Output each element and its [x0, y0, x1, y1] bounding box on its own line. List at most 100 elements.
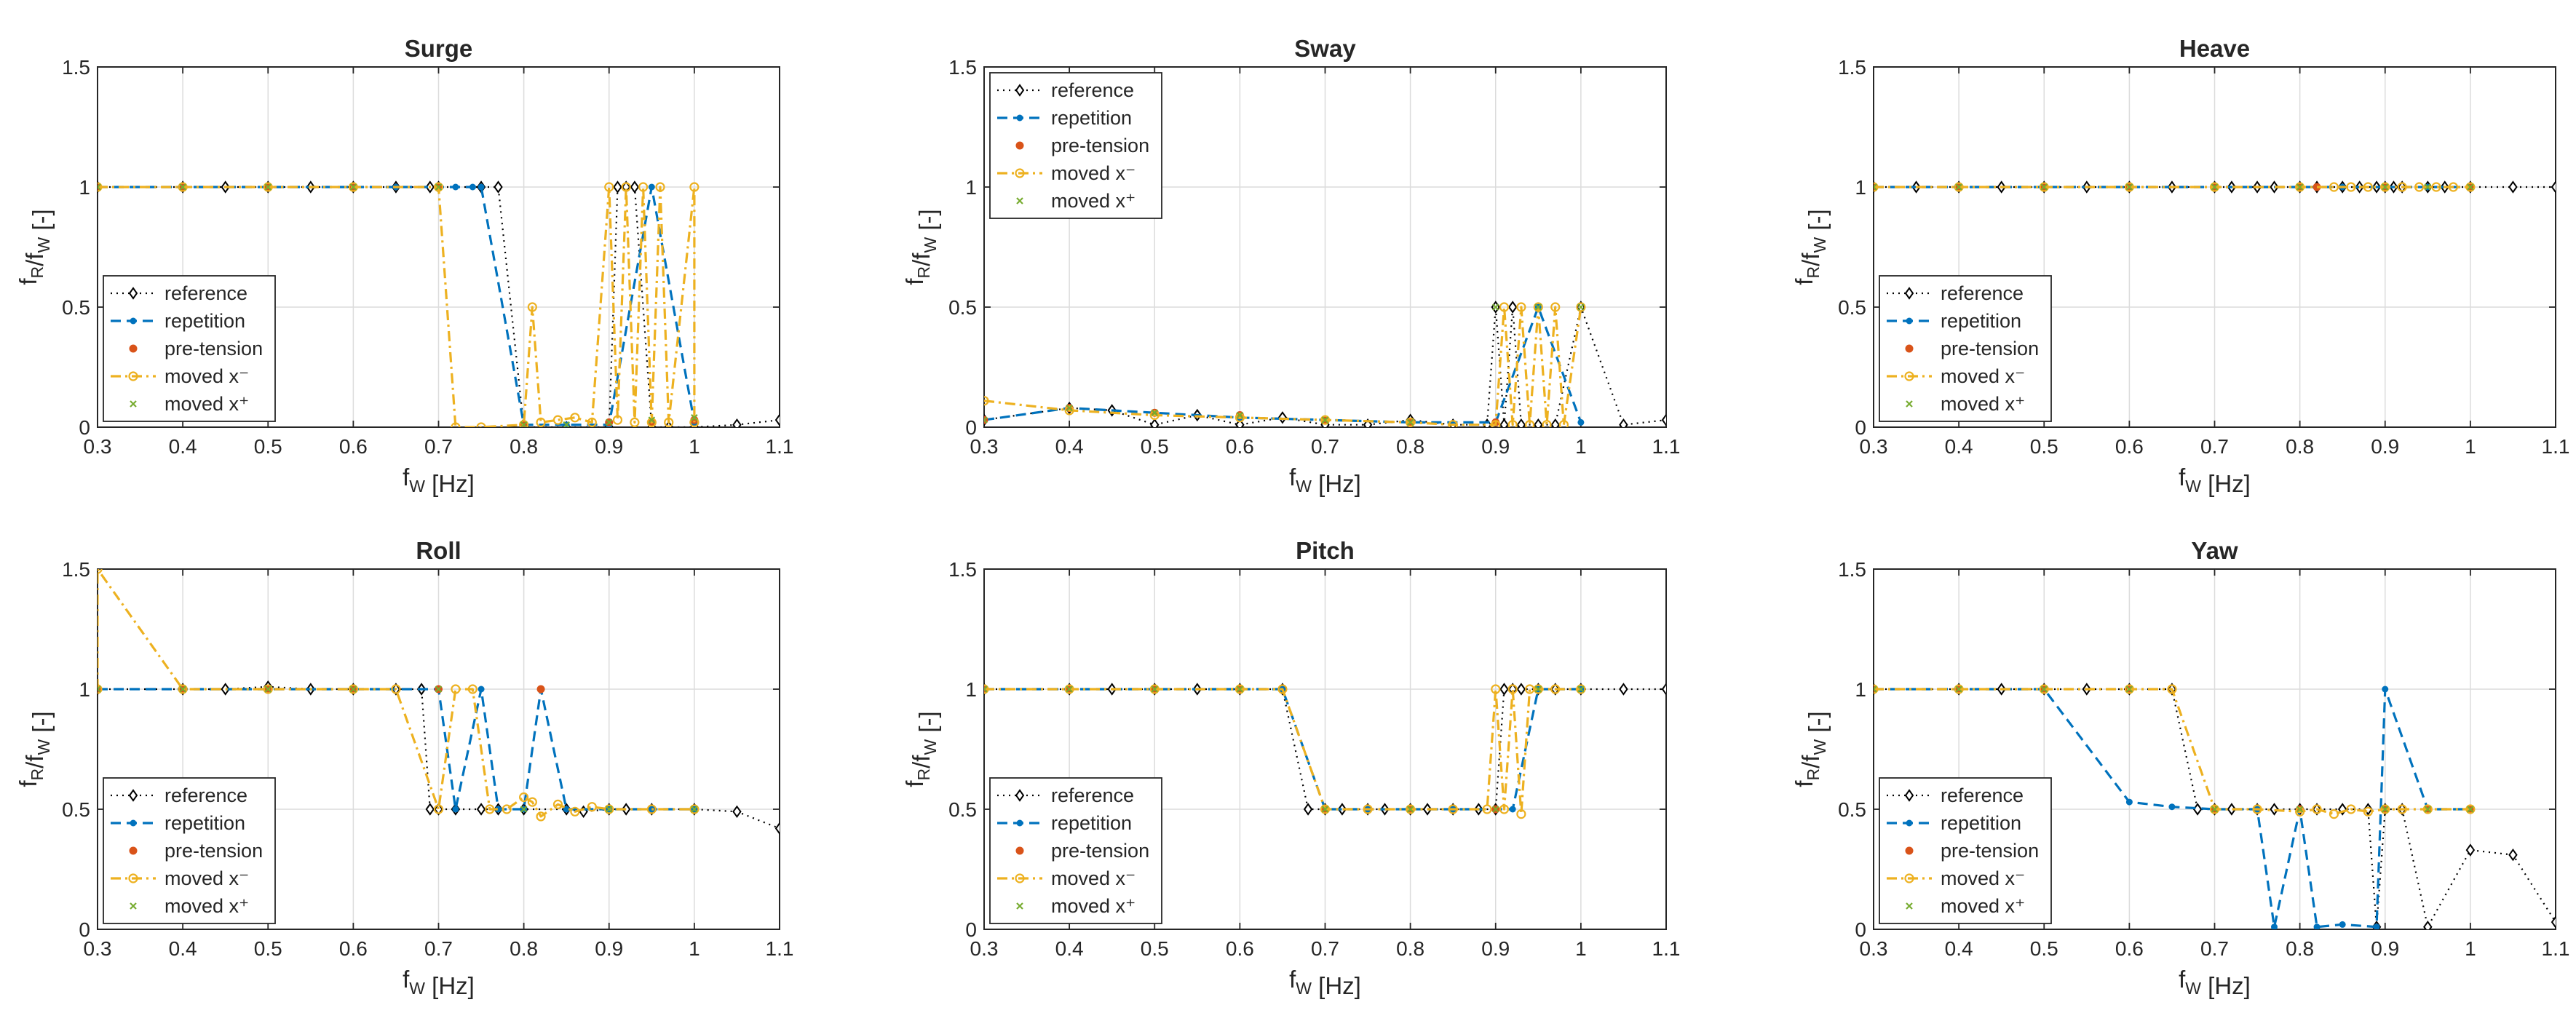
data-point: [2329, 182, 2339, 192]
legend-marker: [129, 344, 138, 353]
series-layer: [98, 569, 780, 835]
y-tick-label: 0.5: [948, 296, 977, 319]
series-line: [1874, 688, 2470, 929]
data-point: [536, 417, 546, 427]
data-point: [621, 182, 631, 192]
x-tick-label: 1.1: [1652, 937, 1681, 960]
legend-item-pre-tension: pre-tension: [1905, 338, 2039, 359]
panel-heave: 0.3 0.4 0.5 0.6 0.7 0.8 0.9 1 1.1 0 0.5 1 1.5 Heave fW…: [1791, 35, 2569, 497]
x-tick-label: 0.3: [970, 937, 999, 960]
series-layer: [1874, 683, 2556, 929]
series-moved-plus: [1874, 686, 2474, 813]
x-tick-label: 0.6: [1226, 435, 1254, 458]
data-point: [1954, 684, 1964, 694]
data-point: [2270, 923, 2278, 929]
legend-label: repetition: [1941, 310, 2021, 332]
series-moved-minus: [984, 684, 1586, 819]
legend-marker: [1016, 197, 1023, 204]
data-point: [2397, 182, 2407, 192]
y-tick-label: 0.5: [62, 798, 90, 821]
data-point: [2381, 183, 2389, 191]
data-point: [2414, 182, 2425, 192]
data-point: [1516, 683, 1526, 696]
x-tick-label: 1: [2465, 937, 2476, 960]
legend-item-moved-plus: moved x⁺: [130, 393, 249, 415]
data-point: [604, 182, 614, 192]
x-axis-label: fW [Hz]: [1289, 464, 1361, 497]
x-tick-label: 0.3: [84, 937, 112, 960]
series-layer: [98, 180, 780, 427]
data-point: [1406, 417, 1416, 427]
legend-label: pre-tension: [1941, 338, 2039, 359]
data-point: [425, 803, 435, 816]
data-point: [1236, 411, 1244, 419]
data-point: [1337, 803, 1347, 816]
legend-marker: [1904, 873, 1914, 883]
data-point: [2124, 182, 2134, 192]
series-moved-plus: [98, 686, 698, 813]
chart-title: Pitch: [1296, 537, 1355, 564]
data-point: [1507, 301, 1518, 314]
data-point: [2346, 804, 2356, 814]
data-point: [984, 416, 988, 424]
data-point: [1576, 684, 1586, 694]
data-point: [587, 417, 597, 427]
legend-marker: [130, 317, 137, 325]
data-point: [178, 182, 188, 192]
data-point: [179, 183, 186, 191]
data-point: [1491, 303, 1499, 311]
series-moved-minus: [98, 182, 700, 427]
data-point: [1577, 686, 1585, 693]
data-point: [2363, 182, 2373, 192]
legend-item-moved-minus: moved x⁻: [997, 162, 1136, 184]
x-tick-label: 0.9: [595, 435, 623, 458]
data-point: [2508, 848, 2518, 862]
data-point: [520, 421, 528, 427]
x-tick-label: 0.9: [1481, 435, 1510, 458]
legend-label: moved x⁺: [1051, 190, 1136, 212]
y-axis-label: fR/fW [-]: [901, 711, 941, 787]
legend-marker: [1905, 344, 1914, 353]
data-point: [264, 686, 272, 693]
data-point: [1321, 416, 1329, 424]
data-point: [435, 183, 443, 191]
legend-marker: [1905, 846, 1914, 855]
x-tick-label: 0.5: [2030, 435, 2058, 458]
data-point: [98, 684, 103, 694]
x-tick-label: 0.5: [1141, 435, 1169, 458]
y-tick-label: 1: [79, 678, 90, 701]
legend-item-pre-tension: pre-tension: [1015, 840, 1149, 862]
data-point: [648, 183, 655, 191]
data-point: [1576, 302, 1586, 312]
x-tick-label: 1.1: [766, 937, 794, 960]
data-point: [613, 180, 622, 194]
data-point: [1542, 420, 1552, 427]
data-point: [1066, 404, 1073, 412]
y-tick-label: 0.5: [62, 296, 90, 319]
data-point: [2312, 804, 2322, 814]
data-point: [452, 806, 459, 813]
data-point: [2296, 806, 2304, 813]
chart-title: Sway: [1294, 35, 1356, 62]
legend-marker: [130, 902, 137, 910]
x-tick-label: 0.5: [254, 435, 282, 458]
data-point: [2373, 923, 2380, 929]
data-point: [1448, 804, 1458, 814]
data-point: [2211, 183, 2219, 191]
legend-label: reference: [1941, 282, 2024, 304]
legend-marker: [1015, 789, 1025, 802]
series-line: [98, 569, 694, 818]
series-moved-plus: [98, 183, 698, 427]
data-point: [1509, 806, 1516, 813]
data-point: [984, 396, 989, 406]
legend: reference repetition pre-tension moved x⁻ mo…: [1879, 777, 2052, 924]
data-point: [655, 182, 665, 192]
data-point: [1482, 804, 1492, 814]
data-point: [1499, 683, 1509, 696]
data-point: [1064, 405, 1074, 416]
data-point: [1558, 420, 1569, 427]
data-point: [648, 416, 656, 424]
data-point: [552, 415, 563, 425]
y-axis-label: fR/fW [-]: [15, 209, 55, 285]
data-point: [349, 686, 357, 693]
